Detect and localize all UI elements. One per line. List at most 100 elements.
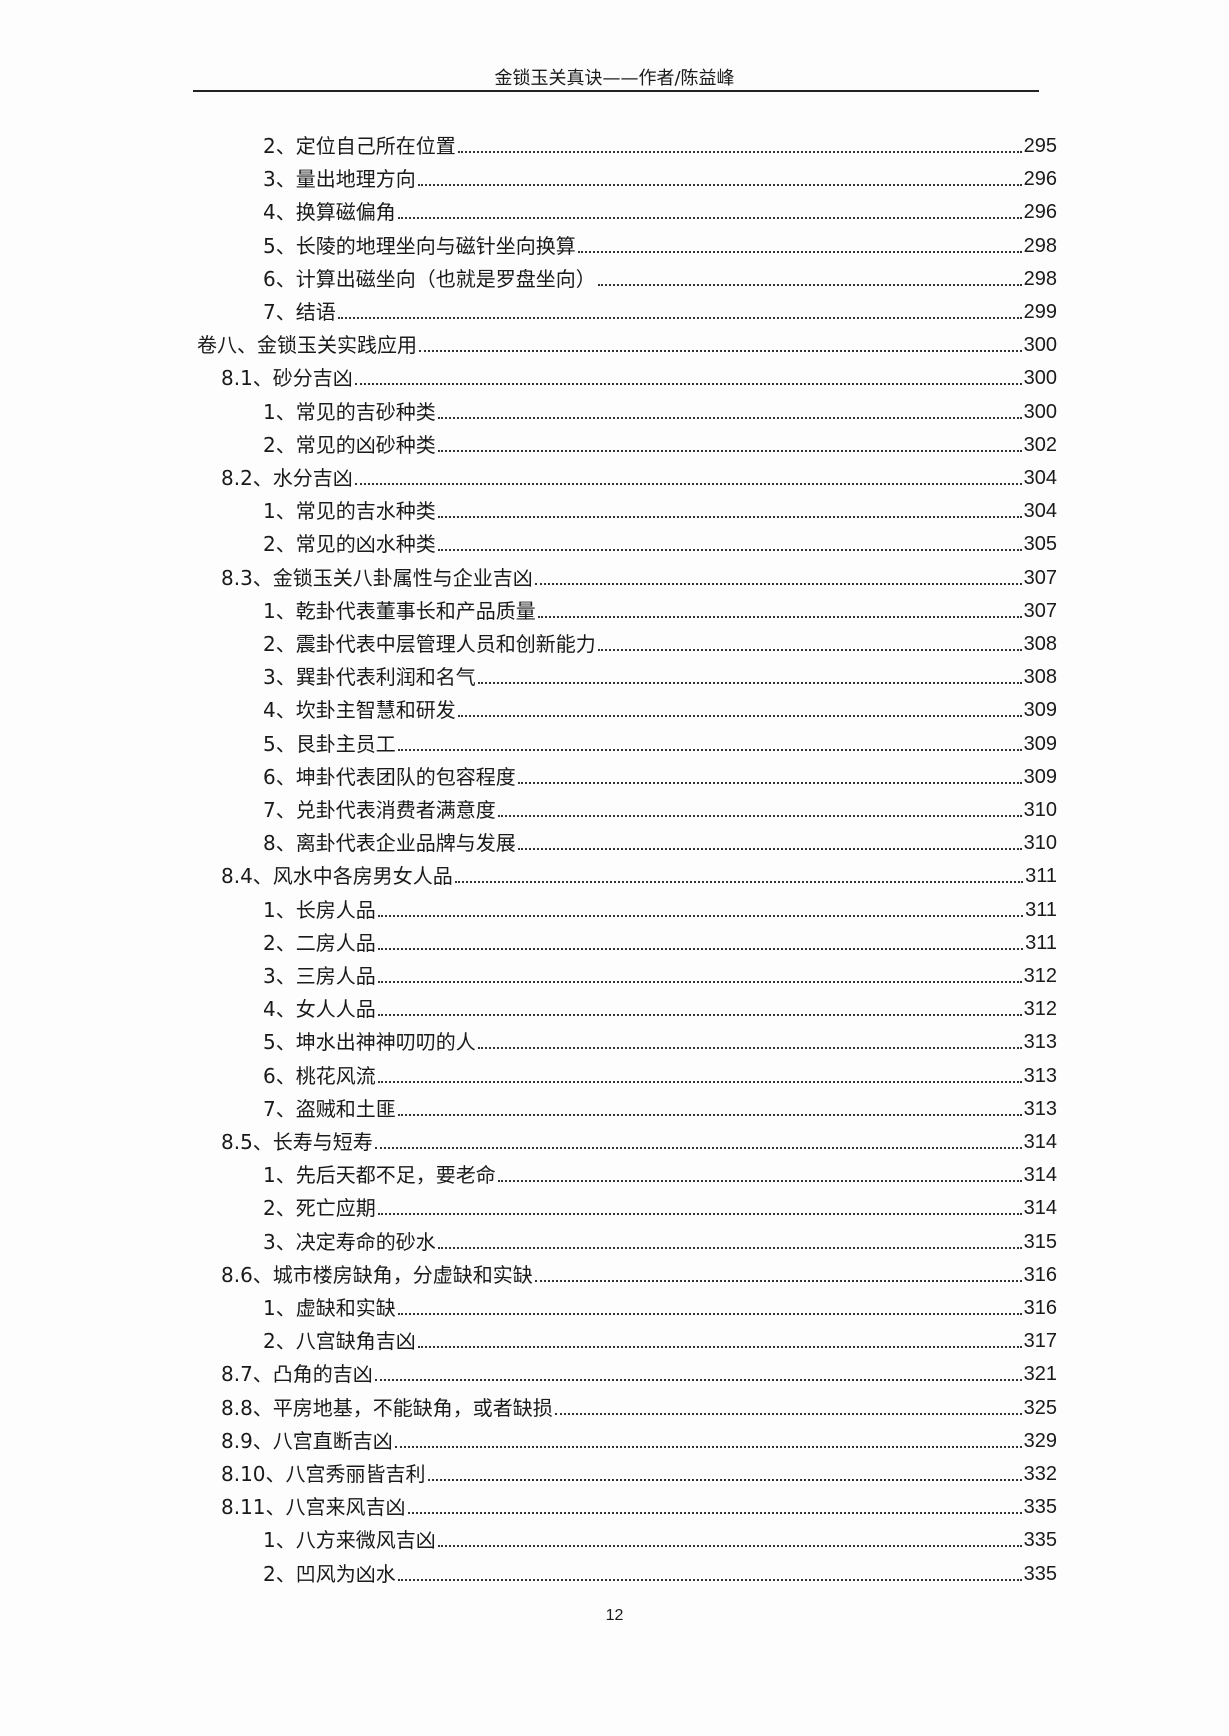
dot-leader xyxy=(477,1047,1022,1050)
toc-entry-title: 3、量出地理方向 xyxy=(263,167,416,192)
toc-entry[interactable]: 1、八方来微风吉凶 335 xyxy=(263,1526,1057,1554)
toc-entry-title: 6、桃花风流 xyxy=(263,1063,376,1088)
dot-leader xyxy=(377,947,1024,950)
toc-entry[interactable]: 7、兑卦代表消费者满意度 310 xyxy=(263,796,1057,824)
toc-entry[interactable]: 1、常见的吉砂种类 300 xyxy=(263,398,1057,426)
toc-entry[interactable]: 8.1、砂分吉凶 300 xyxy=(221,364,1057,392)
toc-entry-page: 321 xyxy=(1023,1363,1057,1386)
toc-entry[interactable]: 8.4、风水中各房男女人品 311 xyxy=(221,862,1057,890)
toc-entry[interactable]: 8.7、凸角的吉凶 321 xyxy=(221,1360,1057,1388)
toc-entry-title: 1、长房人品 xyxy=(263,897,376,922)
toc-entry[interactable]: 6、计算出磁坐向（也就是罗盘坐向） 298 xyxy=(263,265,1057,293)
toc-entry[interactable]: 8.3、金锁玉关八卦属性与企业吉凶 307 xyxy=(221,564,1057,592)
toc-entry[interactable]: 8、离卦代表企业品牌与发展 310 xyxy=(263,829,1057,857)
dot-leader xyxy=(397,748,1022,751)
toc-entry-page: 311 xyxy=(1025,865,1057,888)
dot-leader xyxy=(457,715,1022,718)
toc-entry-title: 2、震卦代表中层管理人员和创新能力 xyxy=(263,632,596,656)
toc-entry[interactable]: 3、量出地理方向 296 xyxy=(263,165,1057,193)
toc-entry-page: 313 xyxy=(1023,1097,1057,1120)
toc-entry-page: 312 xyxy=(1023,998,1057,1021)
toc-entry-title: 8.7、凸角的吉凶 xyxy=(221,1362,373,1387)
toc-entry[interactable]: 2、定位自己所在位置 295 xyxy=(263,132,1057,160)
toc-entry-page: 313 xyxy=(1023,1064,1057,1087)
dot-leader xyxy=(497,1180,1022,1183)
toc-entry[interactable]: 1、长房人品 311 xyxy=(263,896,1057,924)
toc-entry[interactable]: 8.10、八宫秀丽皆吉利 332 xyxy=(221,1460,1057,1488)
toc-entry-title: 2、常见的凶砂种类 xyxy=(263,432,436,457)
page-number: 12 xyxy=(605,1607,624,1624)
toc-entry-title: 8.9、八宫直断吉凶 xyxy=(221,1428,393,1453)
toc-entry[interactable]: 2、八宫缺角吉凶 317 xyxy=(263,1327,1057,1355)
dot-leader xyxy=(354,483,1022,485)
toc-entry-page: 295 xyxy=(1023,135,1057,157)
toc-entry-page: 311 xyxy=(1025,898,1057,921)
dot-leader xyxy=(554,1412,1022,1415)
toc-entry[interactable]: 2、常见的凶砂种类 302 xyxy=(263,431,1057,459)
dot-leader xyxy=(517,781,1022,784)
toc-entry-page: 308 xyxy=(1023,633,1057,655)
toc-entry-title: 2、定位自己所在位置 xyxy=(263,134,456,158)
toc-entry-page: 316 xyxy=(1023,1263,1057,1286)
toc-entry[interactable]: 卷八、金锁玉关实践应用 300 xyxy=(197,331,1057,359)
toc-entry[interactable]: 8.5、长寿与短寿 314 xyxy=(221,1128,1057,1156)
toc-entry-page: 314 xyxy=(1023,1197,1057,1220)
dot-leader xyxy=(437,1545,1022,1548)
toc-entry[interactable]: 1、乾卦代表董事长和产品质量 307 xyxy=(263,597,1057,625)
toc-entry-page: 314 xyxy=(1023,1131,1057,1153)
toc-entry[interactable]: 6、坤卦代表团队的包容程度 309 xyxy=(263,763,1057,791)
toc-entry[interactable]: 3、决定寿命的砂水 315 xyxy=(263,1228,1057,1256)
dot-leader xyxy=(437,516,1022,519)
toc-entry[interactable]: 2、震卦代表中层管理人员和创新能力 308 xyxy=(263,630,1057,658)
toc-entry-title: 4、换算磁偏角 xyxy=(263,200,396,225)
toc-entry[interactable]: 4、换算磁偏角 296 xyxy=(263,198,1057,226)
toc-entry-title: 8.8、平房地基，不能缺角，或者缺损 xyxy=(221,1395,553,1420)
toc-entry[interactable]: 7、盗贼和土匪 313 xyxy=(263,1095,1057,1123)
toc-entry[interactable]: 8.8、平房地基，不能缺角，或者缺损 325 xyxy=(221,1394,1057,1422)
toc-entry[interactable]: 6、桃花风流 313 xyxy=(263,1062,1057,1090)
dot-leader xyxy=(457,151,1022,153)
toc-entry-page: 309 xyxy=(1023,732,1057,755)
header-rule xyxy=(193,90,1039,92)
toc-entry-title: 8、离卦代表企业品牌与发展 xyxy=(263,831,516,856)
toc-entry[interactable]: 3、三房人品 312 xyxy=(263,962,1057,990)
toc-entry[interactable]: 2、死亡应期 314 xyxy=(263,1194,1057,1222)
toc-entry-title: 6、计算出磁坐向（也就是罗盘坐向） xyxy=(263,266,596,291)
toc-entry-page: 313 xyxy=(1023,1031,1057,1054)
dot-leader xyxy=(407,1512,1022,1515)
toc-entry[interactable]: 3、巽卦代表利润和名气 308 xyxy=(263,663,1057,691)
toc-entry-page: 304 xyxy=(1023,467,1057,489)
toc-entry[interactable]: 2、二房人品 311 xyxy=(263,929,1057,957)
toc-entry[interactable]: 5、艮卦主员工 309 xyxy=(263,730,1057,758)
toc-entry-title: 7、盗贼和土匪 xyxy=(263,1096,396,1121)
toc-entry[interactable]: 1、虚缺和实缺 316 xyxy=(263,1294,1057,1322)
toc-entry-title: 2、八宫缺角吉凶 xyxy=(263,1329,416,1354)
toc-entry[interactable]: 5、坤水出神神叨叨的人 313 xyxy=(263,1028,1057,1056)
toc-entry[interactable]: 4、女人人品 312 xyxy=(263,995,1057,1023)
toc-entry-page: 300 xyxy=(1023,400,1057,423)
toc-entry[interactable]: 1、先后天都不足，要老命 314 xyxy=(263,1161,1057,1189)
toc-entry-title: 8.2、水分吉凶 xyxy=(221,466,353,490)
toc-entry-title: 3、决定寿命的砂水 xyxy=(263,1229,436,1254)
toc-entry[interactable]: 4、坎卦主智慧和研发 309 xyxy=(263,696,1057,724)
toc-entry-page: 312 xyxy=(1023,965,1057,987)
toc-entry[interactable]: 8.11、八宫来风吉凶 335 xyxy=(221,1493,1057,1521)
dot-leader xyxy=(377,1213,1022,1216)
toc-entry-title: 6、坤卦代表团队的包容程度 xyxy=(263,764,516,789)
toc-entry[interactable]: 2、凹风为凶水 335 xyxy=(263,1560,1057,1588)
toc-entry[interactable]: 8.6、城市楼房缺角，分虚缺和实缺 316 xyxy=(221,1261,1057,1289)
dot-leader xyxy=(477,682,1022,685)
toc-entry-title: 2、死亡应期 xyxy=(263,1196,376,1221)
toc-entry[interactable]: 5、长陵的地理坐向与磁针坐向换算 298 xyxy=(263,232,1057,260)
toc-entry[interactable]: 2、常见的凶水种类 305 xyxy=(263,530,1057,558)
toc-entry[interactable]: 7、结语 299 xyxy=(263,298,1057,326)
toc-entry[interactable]: 8.9、八宫直断吉凶 329 xyxy=(221,1427,1057,1455)
toc-entry-page: 296 xyxy=(1023,201,1057,224)
toc-entry-title: 7、结语 xyxy=(263,300,336,324)
toc-entry[interactable]: 1、常见的吉水种类 304 xyxy=(263,497,1057,525)
toc-entry[interactable]: 8.2、水分吉凶 304 xyxy=(221,464,1057,492)
toc-entry-page: 309 xyxy=(1023,699,1057,722)
toc-entry-page: 315 xyxy=(1023,1230,1057,1253)
toc-entry-page: 325 xyxy=(1023,1396,1057,1419)
